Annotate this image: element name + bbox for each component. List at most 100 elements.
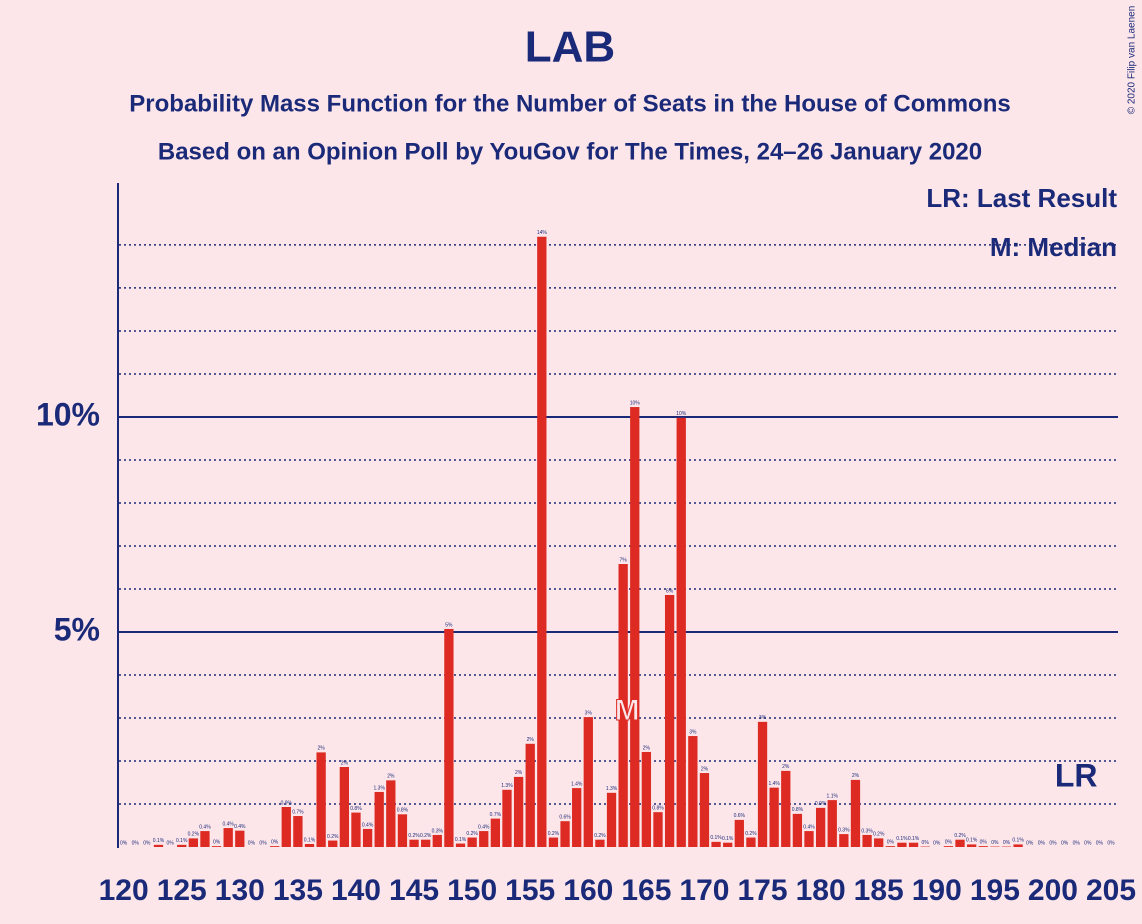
value-label: 0.2% — [408, 833, 420, 839]
x-tick-label: 150 — [447, 874, 497, 907]
bar — [502, 789, 512, 847]
bar — [560, 821, 570, 847]
value-label: 0.1% — [896, 836, 908, 842]
value-label: 1.4% — [768, 781, 780, 787]
x-tick-label: 170 — [679, 874, 729, 907]
value-label: 0% — [980, 839, 988, 845]
credit: © 2020 Filip van Laenen — [1127, 6, 1138, 115]
y-tick-label: 10% — [36, 396, 100, 432]
bar — [943, 846, 954, 847]
value-label: 0.1% — [710, 835, 722, 841]
bar — [200, 831, 210, 847]
value-label: 0% — [1026, 840, 1034, 846]
x-tick-label: 185 — [854, 874, 904, 907]
value-label: 0.1% — [908, 836, 920, 842]
x-tick-label: 190 — [912, 874, 962, 907]
value-label: 0.2% — [873, 832, 885, 838]
bar — [525, 743, 535, 847]
value-label: 2% — [318, 746, 326, 752]
value-label: 0.8% — [652, 805, 664, 811]
value-label: 0.4% — [478, 824, 490, 830]
value-label: 0.4% — [234, 824, 246, 830]
value-label: 0% — [922, 840, 930, 846]
bar — [885, 846, 895, 847]
bar — [479, 831, 489, 847]
value-label: 0.1% — [722, 836, 734, 842]
x-tick-label: 145 — [389, 874, 439, 907]
value-label: 0.1% — [455, 837, 467, 843]
bar — [769, 787, 779, 847]
value-label: 5% — [445, 622, 453, 628]
bar — [653, 812, 663, 847]
value-label: 0% — [887, 839, 895, 845]
value-label: 3% — [689, 729, 697, 735]
value-label: 0% — [1003, 840, 1011, 846]
value-label: 0% — [1084, 840, 1092, 846]
value-label: 1.4% — [571, 781, 583, 787]
value-label: 2% — [527, 737, 535, 743]
bar — [572, 788, 582, 847]
value-label: 2% — [701, 766, 709, 772]
bar — [270, 846, 280, 847]
bar — [316, 752, 326, 847]
last-result-marker: LR — [1055, 757, 1098, 793]
value-label: 0.2% — [954, 833, 966, 839]
value-label: 0% — [1096, 840, 1104, 846]
value-label: 0.3% — [861, 828, 873, 834]
bar — [897, 842, 907, 847]
value-label: 0% — [213, 839, 221, 845]
bar — [966, 844, 977, 847]
bar — [839, 834, 849, 847]
bar — [362, 828, 373, 847]
bar — [1013, 844, 1023, 847]
bar — [630, 407, 640, 847]
value-label: 0% — [248, 840, 256, 846]
bar — [781, 770, 791, 847]
bar — [618, 564, 628, 847]
bar — [444, 628, 454, 847]
value-label: 0.7% — [490, 812, 502, 818]
x-tick-label: 140 — [331, 874, 381, 907]
bar — [386, 780, 396, 847]
value-label: 0% — [271, 839, 279, 845]
bar — [328, 840, 338, 847]
chart-subtitle: Probability Mass Function for the Number… — [129, 90, 1010, 117]
bar — [235, 830, 245, 847]
value-label: 1.3% — [501, 783, 513, 789]
bar — [757, 721, 768, 847]
value-label: 0.3% — [838, 827, 850, 833]
value-label: 0% — [1038, 840, 1046, 846]
value-label: 0% — [120, 840, 128, 846]
bar — [153, 844, 164, 847]
value-label: 0% — [933, 840, 941, 846]
value-label: 0.2% — [188, 832, 200, 838]
bar — [304, 843, 315, 847]
value-label: 0.1% — [176, 838, 188, 844]
bar — [281, 807, 291, 847]
x-tick-label: 165 — [621, 874, 671, 907]
bar — [490, 818, 501, 847]
median-marker: M — [615, 694, 640, 727]
value-label: 0.1% — [966, 838, 978, 844]
value-label: 0% — [1073, 840, 1081, 846]
bar — [409, 839, 419, 847]
bar — [676, 417, 686, 847]
value-label: 2% — [643, 745, 651, 751]
bar — [339, 767, 350, 847]
value-label: 2% — [387, 774, 395, 780]
bar — [374, 791, 384, 847]
bar — [548, 837, 559, 847]
bar — [734, 819, 744, 847]
value-label: 0% — [945, 839, 953, 845]
value-label: 0.2% — [745, 831, 757, 837]
x-tick-label: 120 — [99, 874, 149, 907]
bar — [723, 842, 733, 847]
bar — [188, 838, 198, 847]
bar — [711, 841, 721, 847]
value-label: 2% — [852, 773, 860, 779]
x-tick-label: 175 — [738, 874, 788, 907]
bar — [397, 814, 408, 847]
bar — [874, 838, 884, 847]
